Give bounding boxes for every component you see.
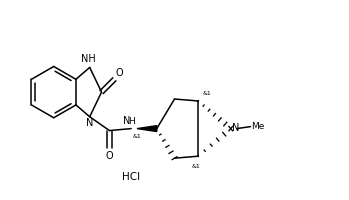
Text: &1: &1 [133,134,142,139]
Text: O: O [116,68,123,78]
Text: &1: &1 [192,164,201,169]
Text: N: N [86,118,94,128]
Text: N: N [232,123,239,133]
Text: Me: Me [251,122,265,131]
Text: HCl: HCl [121,172,140,182]
Text: N: N [124,116,131,126]
Polygon shape [137,126,157,132]
Text: H: H [128,117,134,126]
Text: O: O [106,151,113,161]
Text: &1: &1 [203,91,212,96]
Text: NH: NH [81,54,96,64]
